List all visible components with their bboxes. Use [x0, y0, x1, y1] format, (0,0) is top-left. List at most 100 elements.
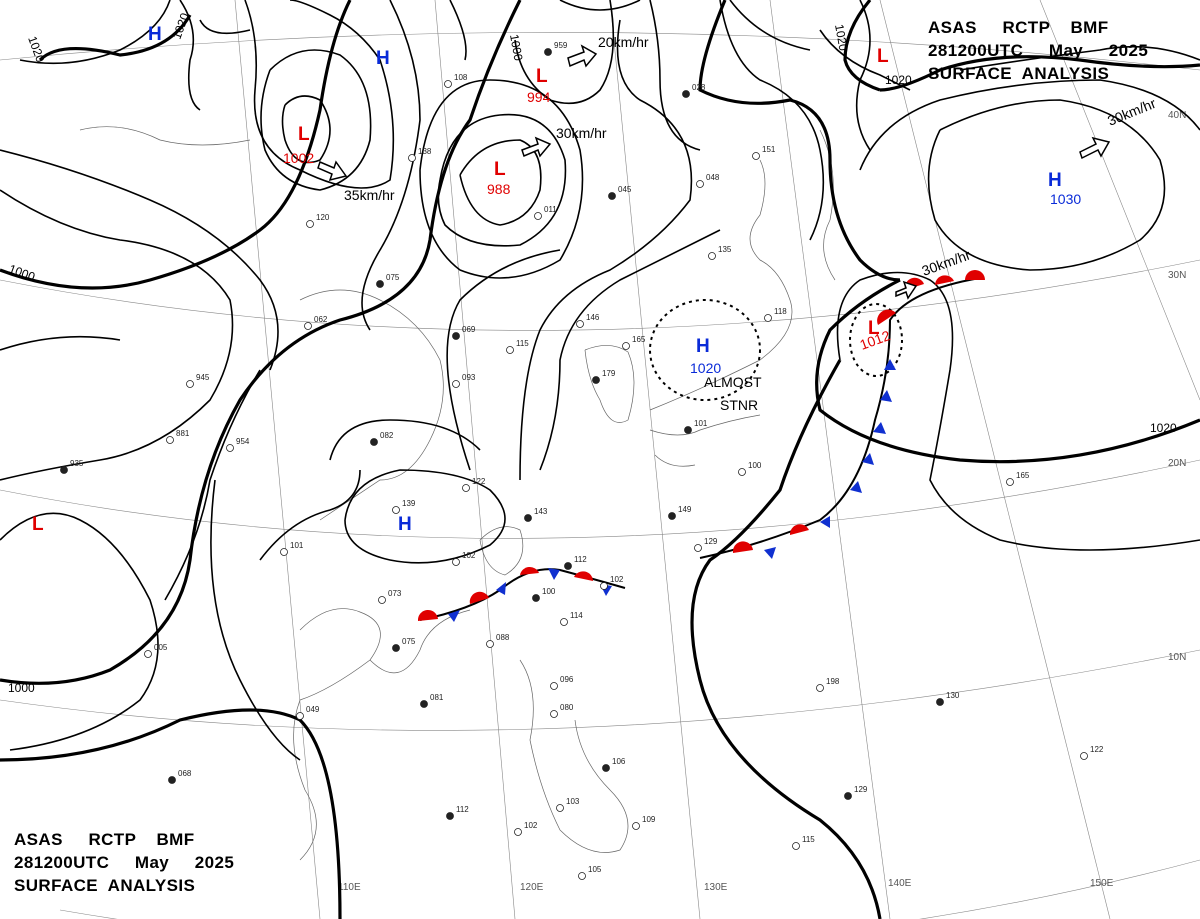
title-line: ASAS RCTP BMF	[928, 18, 1109, 37]
lon-label: 150E	[1090, 878, 1114, 889]
station-plot: 122	[1080, 745, 1104, 760]
station-pressure: 115	[516, 339, 529, 348]
station-plot: 114	[560, 611, 583, 626]
station-plot: 118	[764, 307, 787, 322]
isobar-label: 1020	[1150, 421, 1177, 435]
station-plot: 179	[592, 369, 616, 384]
coastlines	[79, 126, 836, 861]
station-plot: 138	[408, 147, 432, 162]
cold-front-triangles	[448, 359, 896, 622]
station-pressure: 048	[706, 173, 720, 182]
isobars	[0, 0, 1200, 761]
station-plot: 100	[738, 461, 762, 476]
station-plot: 005	[144, 643, 168, 658]
station-pressure: 130	[946, 691, 960, 700]
lat-label: 20N	[1168, 458, 1186, 469]
motion-speed: 20km/hr	[598, 34, 649, 50]
station-plot: 165	[622, 335, 646, 350]
station-plot: 112	[446, 805, 469, 820]
low-pressure-value: 994	[527, 89, 551, 105]
station-pressure: 112	[456, 805, 469, 814]
station-pressure: 102	[462, 551, 476, 560]
station-pressure: 179	[602, 369, 616, 378]
station-plot: 075	[392, 637, 416, 652]
grid-labels: 40N 30N 20N 10N 110E 120E 130E 140E 150E	[338, 110, 1186, 893]
station-plot: 062	[304, 315, 328, 330]
station-pressure: 122	[472, 477, 486, 486]
station-pressure: 143	[534, 507, 548, 516]
station-pressure: 075	[402, 637, 416, 646]
station-pressure: 129	[854, 785, 868, 794]
station-pressure: 005	[154, 643, 168, 652]
station-plot: 198	[816, 677, 840, 692]
station-pressure: 069	[462, 325, 476, 334]
station-plot: 935	[60, 459, 84, 474]
station-plot: 081	[420, 693, 444, 708]
station-plot: 151	[752, 145, 776, 160]
station-plot: 954	[226, 437, 250, 452]
station-plot: 122	[462, 477, 486, 492]
station-plot: 881	[166, 429, 190, 444]
station-pressure: 101	[694, 419, 708, 428]
station-plot: 011	[534, 205, 557, 220]
motion-arrows	[317, 44, 1111, 300]
isobar-label: 1020	[885, 73, 912, 87]
station-plot: 120	[306, 213, 330, 228]
station-plot: 045	[608, 185, 632, 200]
station-pressure: 102	[610, 575, 624, 584]
station-plot: 129	[694, 537, 718, 552]
station-pressure: 881	[176, 429, 190, 438]
station-plot: 105	[578, 865, 602, 880]
lat-label: 30N	[1168, 270, 1186, 281]
station-plot: 149	[668, 505, 692, 520]
station-pressure: 045	[618, 185, 632, 194]
station-plot: 102	[452, 551, 476, 566]
station-pressure: 959	[554, 41, 568, 50]
station-plot: 049	[296, 705, 320, 720]
station-plot: 080	[550, 703, 574, 718]
annotation-line: STNR	[720, 397, 758, 413]
station-pressure: 073	[388, 589, 402, 598]
lat-label: 10N	[1168, 652, 1186, 663]
station-pressure: 165	[632, 335, 646, 344]
high-pressure-symbol: H	[148, 24, 162, 45]
isobar-label: 1000	[507, 33, 525, 62]
station-pressure: 100	[542, 587, 556, 596]
low-pressure-symbol: L	[536, 66, 548, 87]
station-plot: 096	[550, 675, 574, 690]
station-pressure: 100	[748, 461, 762, 470]
title-line: SURFACE ANALYSIS	[928, 64, 1110, 83]
station-pressure: 096	[560, 675, 574, 684]
station-plot: 130	[936, 691, 960, 706]
station-pressure: 118	[774, 307, 787, 316]
motion-speed: 30km/hr	[556, 125, 607, 141]
station-pressure: 165	[1016, 471, 1030, 480]
station-pressure: 935	[70, 459, 84, 468]
station-plot: 959	[544, 41, 568, 56]
station-pressure: 139	[402, 499, 416, 508]
station-plot: 088	[486, 633, 510, 648]
low-pressure-value: 1002	[283, 150, 314, 166]
station-pressure: 115	[802, 835, 815, 844]
motion-speed: 35km/hr	[344, 187, 395, 203]
station-plot: 101	[280, 541, 304, 556]
station-pressure: 109	[642, 815, 656, 824]
station-plot: 028	[682, 83, 706, 98]
station-pressure: 114	[570, 611, 583, 620]
station-plot: 135	[708, 245, 732, 260]
high-pressure-symbol: H	[696, 336, 710, 357]
station-pressure: 093	[462, 373, 476, 382]
station-pressure: 151	[762, 145, 776, 154]
station-pressure: 011	[544, 205, 557, 214]
station-plot: 082	[370, 431, 394, 446]
station-pressure: 108	[454, 73, 468, 82]
station-plot: 102	[514, 821, 538, 836]
station-plot: 100	[532, 587, 556, 602]
high-pressure-value: 1020	[690, 360, 721, 376]
pressure-centers: H H L 1002 L 994 L 988 H 1030 L H 1020 L…	[32, 24, 1081, 535]
station-pressure: 103	[566, 797, 580, 806]
station-plot: 102	[600, 575, 624, 590]
isobars-dashed	[649, 299, 903, 401]
